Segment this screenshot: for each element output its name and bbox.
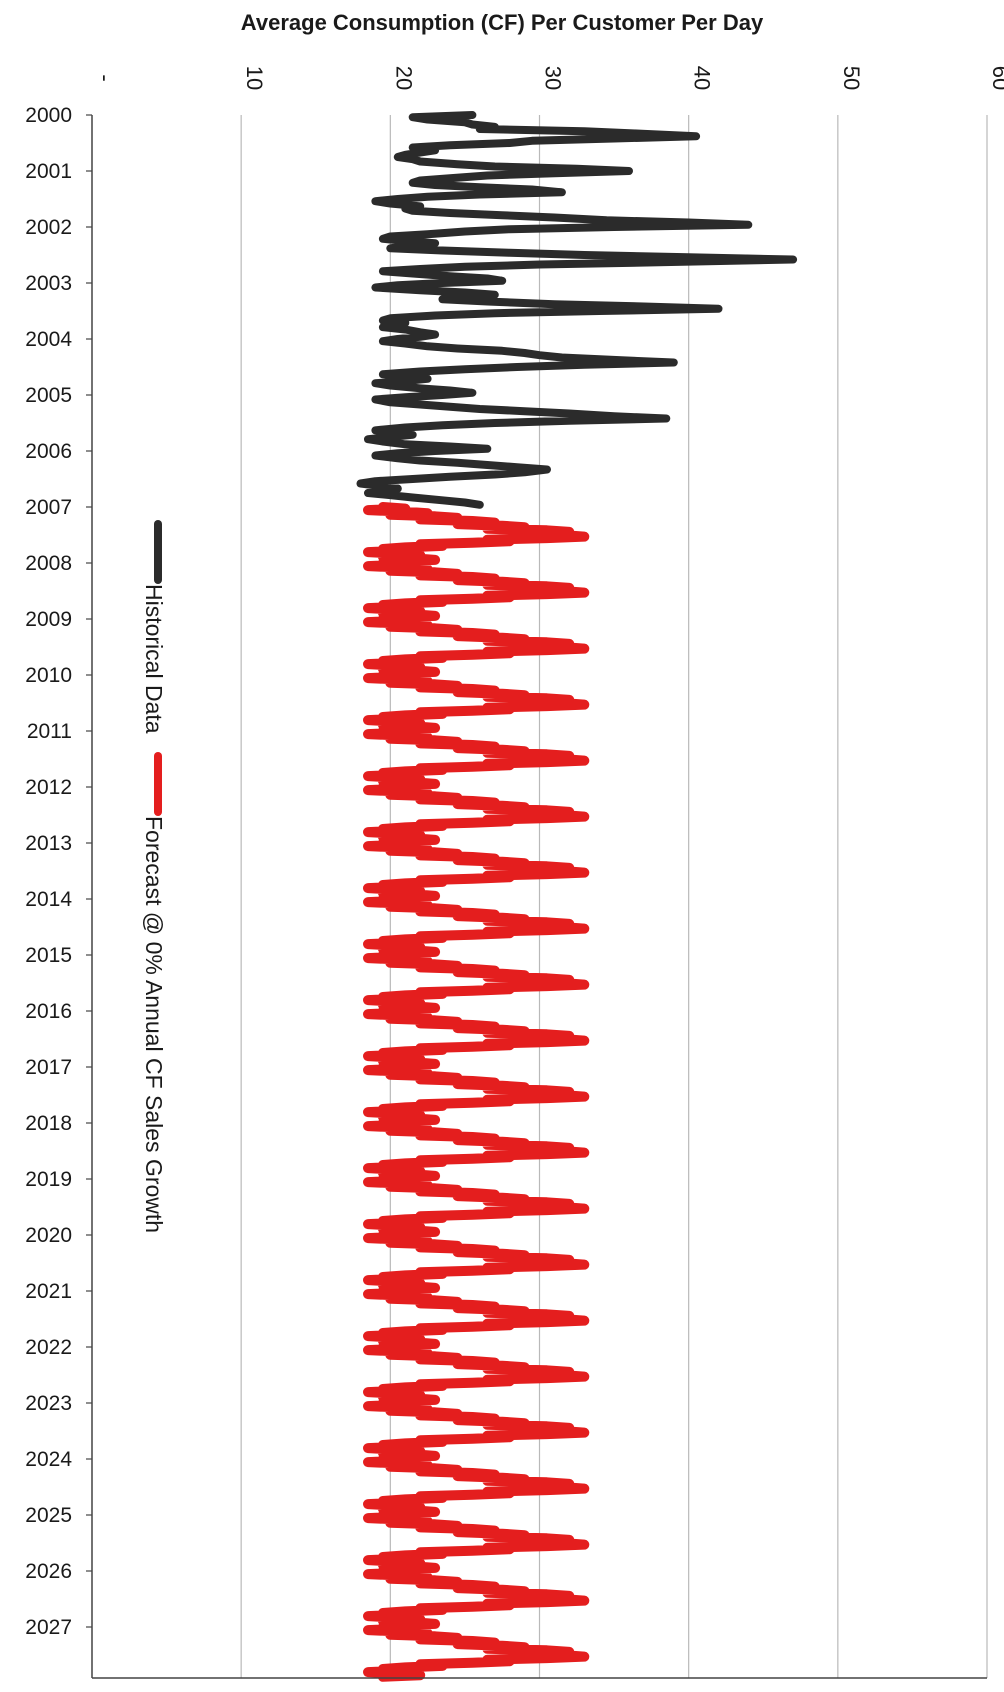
time-tick-label: 2015	[25, 944, 72, 967]
grid	[240, 115, 988, 1678]
axes	[91, 115, 987, 1679]
chart-title: Average Consumption (CF) Per Customer Pe…	[241, 10, 764, 35]
time-tick-label: 2004	[25, 328, 72, 351]
series-line-historical	[356, 111, 798, 509]
time-tick-label: 2006	[25, 440, 72, 463]
legend-label: Forecast @ 0% Annual CF Sales Growth	[141, 816, 167, 1233]
time-tick-label: 2001	[25, 160, 72, 183]
time-tick-label: 2022	[25, 1336, 72, 1359]
value-tick-label: 50	[839, 66, 864, 90]
time-tick-label: 2000	[25, 104, 72, 127]
time-tick-label: 2013	[25, 832, 72, 855]
time-tick-label: 2027	[25, 1616, 72, 1639]
time-tick-label: 2009	[25, 608, 72, 631]
value-tick-label: 30	[541, 66, 566, 90]
time-tick-label: 2002	[25, 216, 72, 239]
series	[356, 111, 798, 1682]
series-line-forecast	[363, 502, 590, 1682]
time-tick-label: 2019	[25, 1168, 72, 1191]
time-tick-label: 2025	[25, 1504, 72, 1527]
time-tick-label: 2005	[25, 384, 72, 407]
time-tick-label: 2011	[27, 720, 72, 743]
value-tick-label: 60	[988, 66, 1004, 90]
time-tick-label: 2007	[25, 496, 72, 519]
time-tick-label: 2014	[25, 888, 72, 911]
value-tick-label: 10	[242, 66, 267, 90]
value-tick-label: 20	[391, 66, 416, 90]
time-axis-ticks: 2000 2001 2002 2003 2004 2005 2006 2007 2008 2009…	[25, 104, 92, 1639]
time-tick-label: 2024	[25, 1448, 72, 1471]
time-tick-label: 2016	[25, 1000, 72, 1023]
time-tick-label: 2008	[25, 552, 72, 575]
legend-label: Historical Data	[141, 584, 167, 734]
time-tick-label: 2026	[25, 1560, 72, 1583]
time-tick-label: 2017	[25, 1056, 72, 1079]
time-tick-label: 2021	[25, 1280, 72, 1303]
time-tick-label: 2003	[25, 272, 72, 295]
value-tick-label: -	[93, 74, 118, 81]
legend: Historical Data Forecast @ 0% Annual CF S…	[141, 520, 167, 1233]
time-tick-label: 2018	[25, 1112, 72, 1135]
value-tick-label: 40	[690, 66, 715, 90]
value-axis-ticks: - 10 20 30 40 50 60	[93, 66, 1004, 90]
time-tick-label: 2012	[25, 776, 72, 799]
time-tick-label: 2020	[25, 1224, 72, 1247]
time-tick-label: 2023	[25, 1392, 72, 1415]
time-tick-label: 2010	[25, 664, 72, 687]
